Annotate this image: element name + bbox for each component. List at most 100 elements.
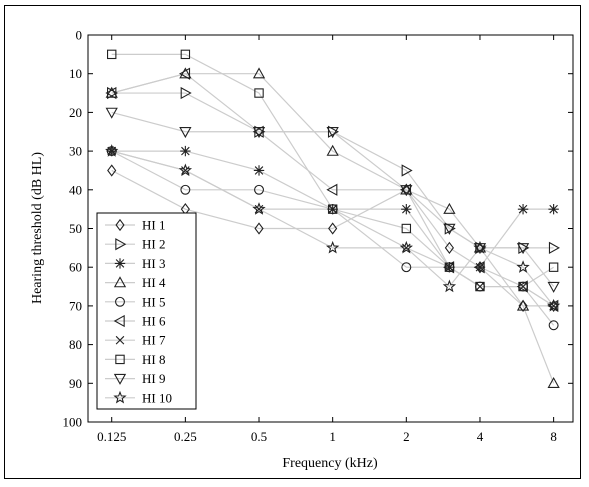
legend-label: HI 3	[142, 256, 165, 271]
data-point	[399, 240, 413, 254]
data-point	[401, 262, 412, 273]
data-point	[547, 281, 560, 293]
data-point	[548, 320, 559, 331]
x-tick-label: 4	[477, 429, 484, 444]
legend-box	[96, 212, 197, 410]
legend-item: HI 8	[105, 352, 165, 367]
data-point	[179, 67, 191, 80]
x-axis-label: Frequency (kHz)	[282, 456, 378, 471]
data-point	[516, 299, 530, 311]
legend-item: HI 6	[105, 314, 166, 329]
data-point	[254, 222, 264, 235]
legend-marker	[113, 314, 125, 328]
legend-item: HI 9	[105, 371, 165, 386]
x-tick-label: 1	[329, 429, 336, 444]
data-point	[518, 281, 528, 292]
legend-marker	[115, 354, 125, 365]
data-point	[252, 125, 264, 138]
x-axis-ticks: 0.125 0.25 0.5 1 2 4 8	[97, 35, 557, 444]
data-point	[444, 262, 455, 272]
data-point	[252, 202, 266, 215]
data-point	[180, 49, 191, 60]
x-tick-label: 0.5	[251, 429, 267, 444]
data-point	[516, 243, 530, 255]
data-point	[326, 144, 339, 156]
data-point	[179, 67, 192, 79]
data-point	[518, 282, 528, 291]
figure-border	[4, 5, 581, 479]
y-axis-ticks: 0 10 20 30 40 50 60 70 80 90 100	[63, 28, 573, 430]
legend-label: HI 5	[142, 294, 165, 309]
legend-item: HI 5	[105, 294, 165, 309]
legend-label: HI 8	[142, 352, 165, 367]
y-tick-label: 80	[69, 337, 82, 352]
data-point	[473, 240, 487, 254]
data-point	[105, 86, 117, 100]
data-point	[326, 240, 340, 254]
legend: HI 1 HI 2 HI 3 HI 4 HI 5 HI 6 HI 7 HI 8 HI 9 HI 1…	[96, 212, 197, 410]
data-point	[401, 164, 413, 177]
legend-label: HI 1	[142, 218, 165, 233]
data-point	[548, 203, 559, 215]
x-tick-label: 8	[550, 429, 557, 444]
data-point	[516, 260, 530, 273]
data-point	[442, 279, 457, 293]
legend-label: HI 6	[142, 314, 166, 329]
x-tick-label: 0.125	[97, 429, 126, 444]
series-markers	[105, 49, 561, 389]
data-point	[326, 183, 338, 196]
legend-item: HI 10	[105, 390, 172, 405]
data-point	[105, 144, 119, 157]
legend-item: HI 1	[105, 218, 165, 233]
data-point	[518, 299, 528, 313]
data-point	[327, 125, 340, 138]
legend-marker	[113, 276, 127, 288]
data-point	[475, 281, 485, 292]
data-point	[475, 282, 485, 291]
data-point	[473, 261, 485, 274]
legend-item: HI 7	[105, 333, 166, 348]
y-tick-label: 20	[69, 105, 82, 120]
series-line-9	[111, 111, 555, 287]
data-point	[107, 49, 117, 60]
legend-label: HI 7	[142, 333, 166, 348]
data-point	[443, 202, 456, 214]
data-point	[399, 183, 412, 196]
data-point	[253, 165, 265, 176]
legend-marker	[115, 296, 125, 307]
legend-marker	[113, 373, 127, 385]
data-point	[547, 376, 560, 389]
legend-item: HI 2	[105, 237, 165, 252]
data-point	[105, 107, 118, 119]
data-point	[444, 241, 454, 254]
data-point	[180, 184, 191, 195]
data-point	[401, 223, 412, 234]
data-point	[178, 163, 193, 177]
data-point	[180, 145, 191, 157]
data-point	[401, 203, 412, 215]
legend-label: HI 4	[142, 275, 166, 290]
data-point	[105, 86, 118, 98]
legend-item: HI 4	[105, 275, 166, 290]
y-tick-label: 60	[69, 260, 82, 275]
data-point	[328, 204, 337, 214]
data-point	[548, 241, 560, 254]
series-markers-10	[105, 144, 561, 312]
legend-marker	[115, 335, 125, 345]
legend-label: HI 2	[142, 237, 165, 252]
data-point	[326, 127, 339, 139]
data-point	[517, 203, 529, 215]
data-point	[179, 127, 192, 139]
data-point	[254, 88, 264, 98]
y-tick-label: 40	[69, 182, 82, 197]
legend-marker	[115, 238, 127, 251]
y-tick-label: 50	[69, 221, 82, 236]
legend-item: HI 3	[105, 256, 165, 271]
data-point	[518, 241, 530, 254]
y-tick-label: 0	[76, 28, 83, 43]
data-point	[444, 222, 456, 235]
data-point	[548, 262, 559, 272]
data-point	[327, 204, 338, 214]
y-tick-label: 90	[69, 376, 82, 391]
